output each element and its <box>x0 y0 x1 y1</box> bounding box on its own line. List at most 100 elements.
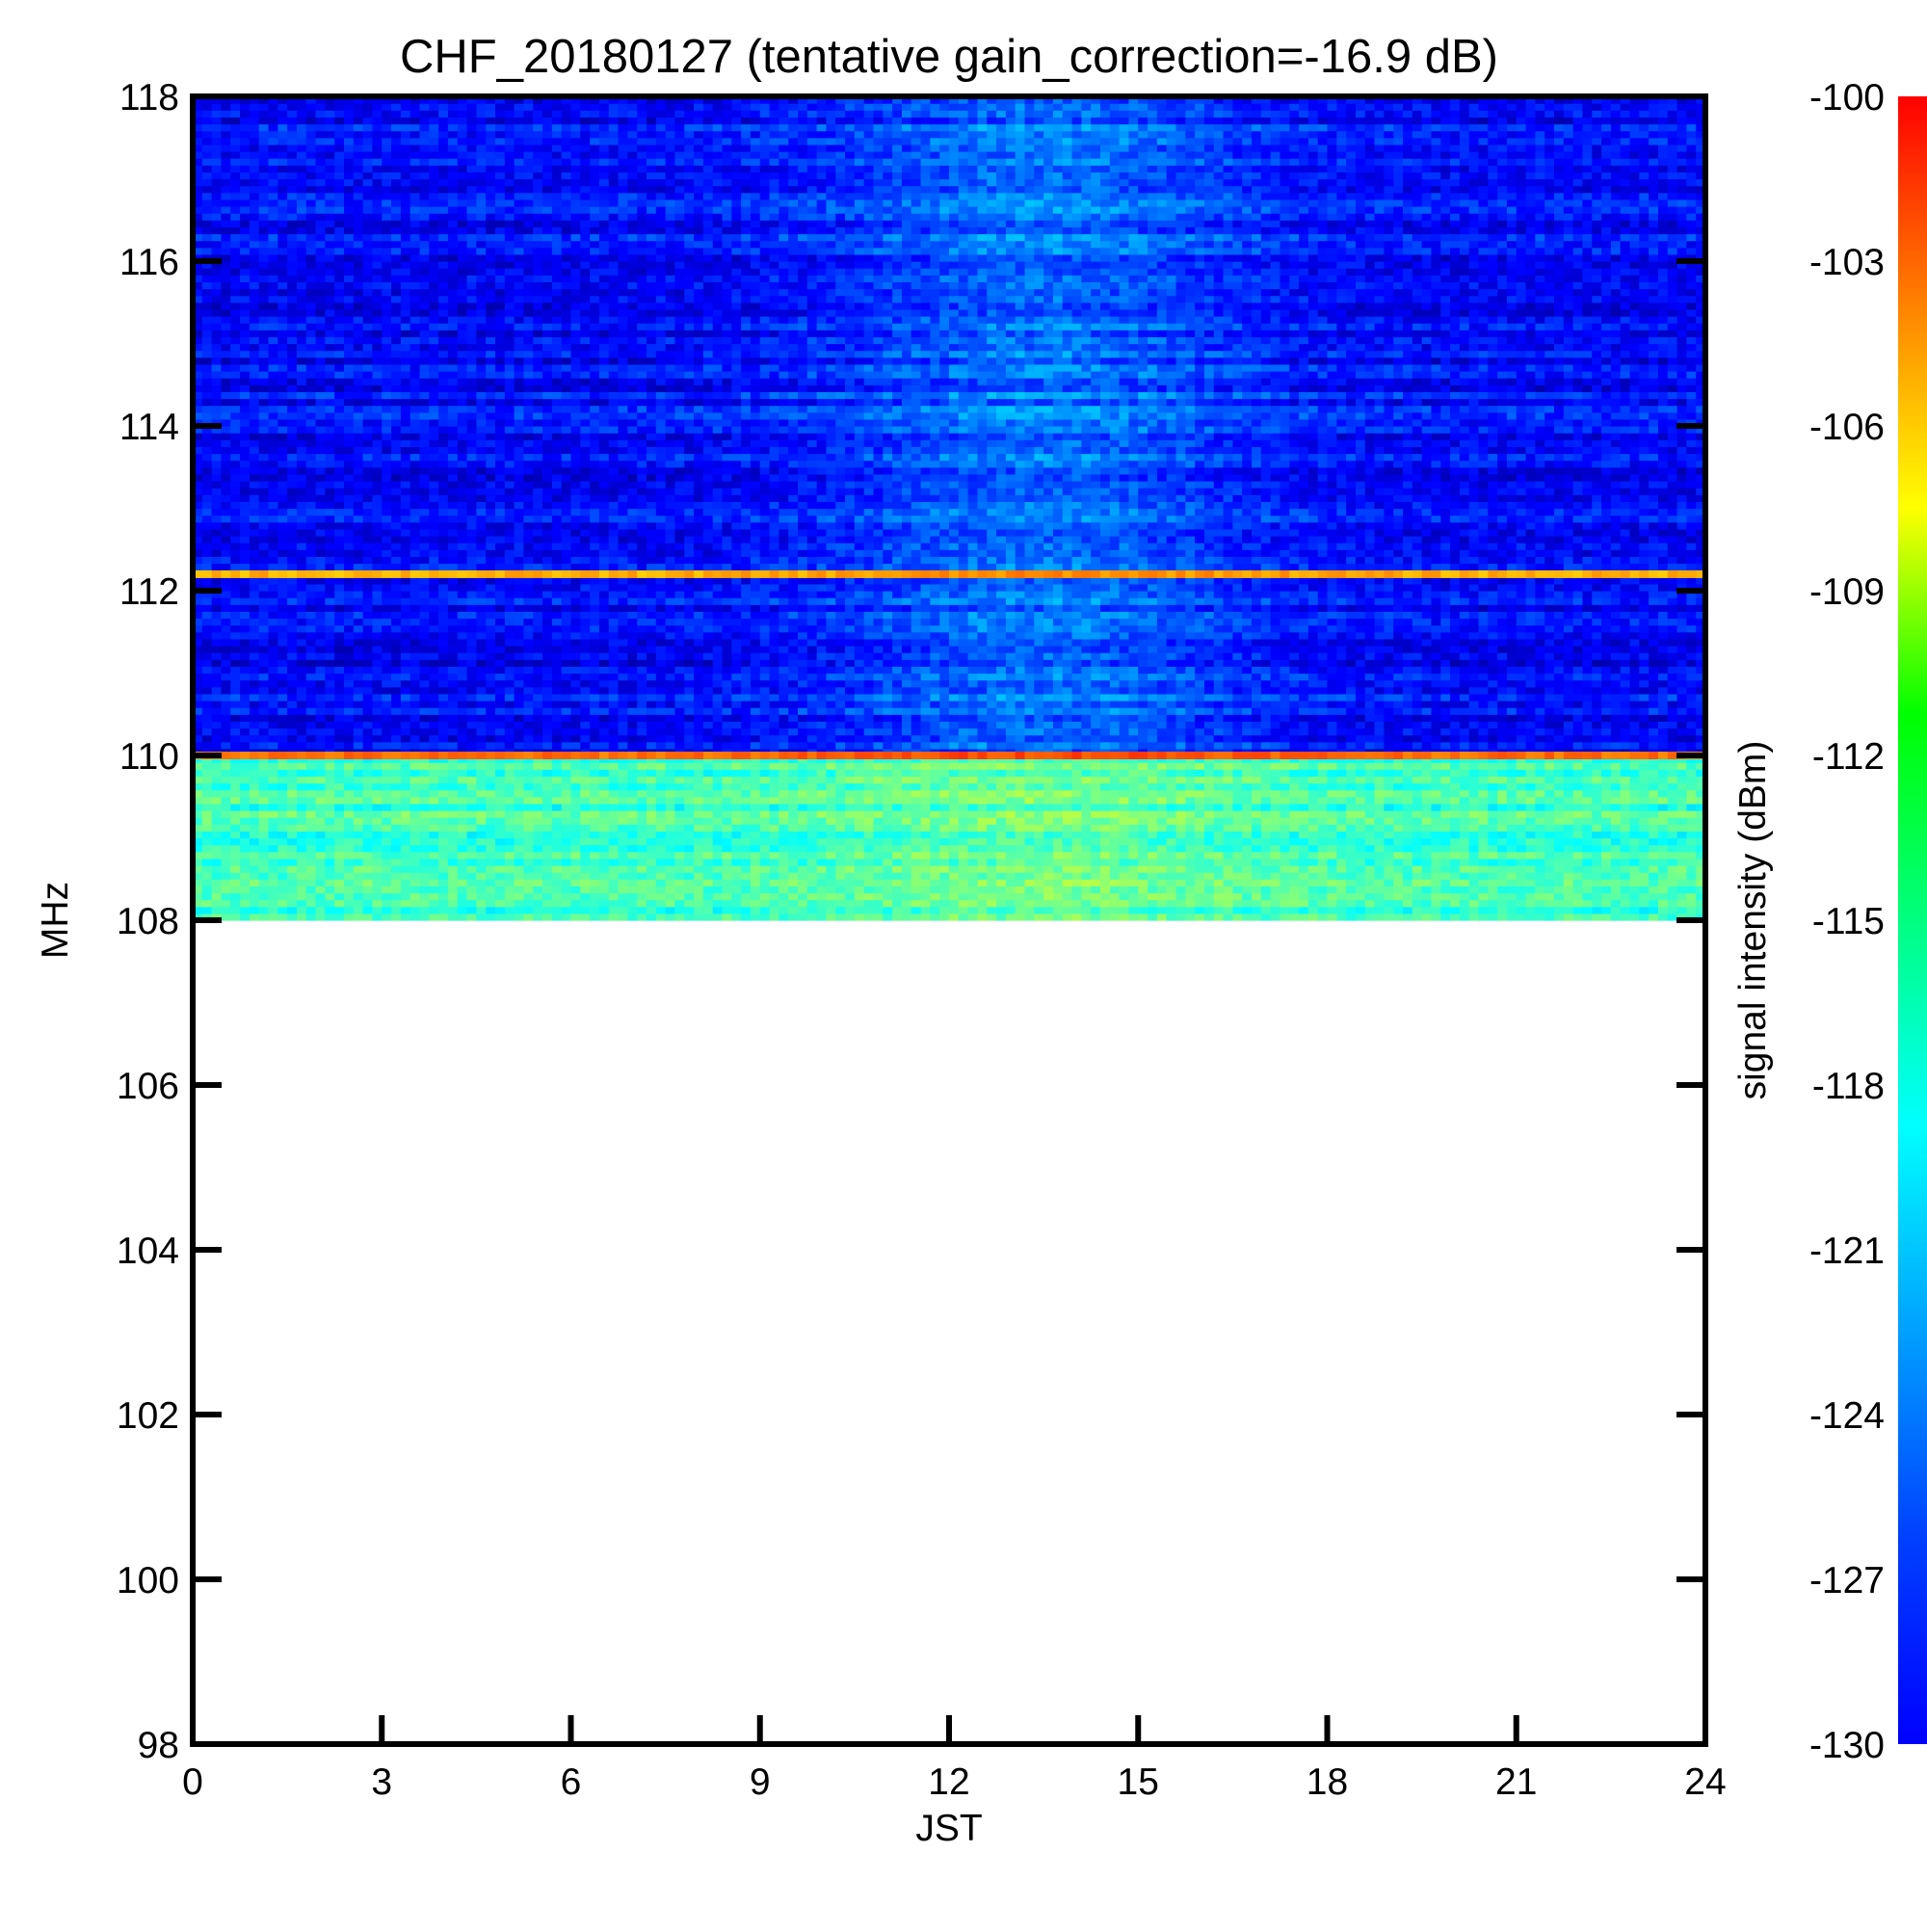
heatmap-cell <box>826 900 835 908</box>
heatmap-cell <box>438 893 448 901</box>
heatmap-cell <box>1611 838 1621 846</box>
heatmap-cell <box>1308 707 1318 715</box>
heatmap-cell <box>1204 893 1214 901</box>
heatmap-cell <box>212 859 222 866</box>
heatmap-cell <box>599 824 609 832</box>
heatmap-cell <box>1128 742 1138 750</box>
heatmap-cell <box>287 776 297 783</box>
heatmap-cell <box>627 859 637 866</box>
heatmap-cell <box>448 824 458 832</box>
heatmap-cell <box>1318 762 1328 770</box>
heatmap-cell <box>826 790 835 798</box>
heatmap-cell <box>1252 824 1261 832</box>
heatmap-cell <box>930 769 939 777</box>
heatmap-cell <box>476 879 486 887</box>
heatmap-cell <box>835 742 845 750</box>
heatmap-cell <box>1601 907 1611 914</box>
heatmap-cell <box>1526 831 1536 838</box>
heatmap-cell <box>1450 865 1460 873</box>
heatmap-cell <box>1526 790 1536 798</box>
heatmap-cell <box>1232 879 1242 887</box>
heatmap-cell <box>420 790 430 798</box>
heatmap-cell <box>987 735 996 743</box>
heatmap-cell <box>902 790 911 798</box>
heatmap-cell <box>1214 728 1224 736</box>
heatmap-cell <box>277 714 287 722</box>
heatmap-cell <box>911 907 921 914</box>
heatmap-cell <box>277 810 287 818</box>
heatmap-cell <box>1176 865 1186 873</box>
heatmap-cell <box>1043 721 1053 728</box>
heatmap-cell <box>883 845 892 853</box>
heatmap-cell <box>647 790 656 798</box>
heatmap-cell <box>1289 762 1299 770</box>
heatmap-cell <box>221 769 230 777</box>
heatmap-cell <box>731 790 741 798</box>
heatmap-cell <box>826 817 835 825</box>
heatmap-cell <box>1422 872 1432 880</box>
heatmap-cell <box>410 879 420 887</box>
heatmap-cell <box>1479 893 1489 901</box>
heatmap-cell <box>1582 845 1592 853</box>
heatmap-cell <box>1289 893 1299 901</box>
heatmap-cell <box>202 742 212 750</box>
heatmap-cell <box>458 913 467 921</box>
heatmap-cell <box>1195 817 1204 825</box>
heatmap-cell <box>1289 797 1299 805</box>
heatmap-cell <box>363 886 373 893</box>
heatmap-cell <box>230 728 240 736</box>
heatmap-cell <box>619 900 628 908</box>
heatmap-cell <box>230 721 240 728</box>
heatmap-cell <box>835 859 845 866</box>
heatmap-cell <box>1299 742 1308 750</box>
heatmap-cell <box>760 879 770 887</box>
heatmap-cell <box>1252 762 1261 770</box>
heatmap-cell <box>779 865 788 873</box>
heatmap-cell <box>287 852 297 860</box>
heatmap-cell <box>1148 707 1157 715</box>
heatmap-cell <box>1224 865 1233 873</box>
heatmap-cell <box>1649 797 1658 805</box>
heatmap-cell <box>627 865 637 873</box>
heatmap-cell <box>1686 804 1696 811</box>
heatmap-cell <box>1025 762 1035 770</box>
heatmap-cell <box>1601 776 1611 783</box>
heatmap-cell <box>562 872 571 880</box>
heatmap-cell <box>562 742 571 750</box>
heatmap-cell <box>1544 810 1554 818</box>
heatmap-cell <box>930 817 939 825</box>
heatmap-cell <box>1375 804 1385 811</box>
heatmap-cell <box>448 907 458 914</box>
heatmap-cell <box>1157 790 1167 798</box>
heatmap-cell <box>788 790 798 798</box>
heatmap-cell <box>1025 872 1035 880</box>
heatmap-cell <box>420 907 430 914</box>
heatmap-cell <box>542 714 552 722</box>
heatmap-cell <box>674 886 684 893</box>
heatmap-cell <box>363 913 373 921</box>
heatmap-cell <box>921 886 931 893</box>
heatmap-cell <box>1592 845 1601 853</box>
heatmap-cell <box>505 783 515 791</box>
heatmap-cell <box>1412 900 1422 908</box>
heatmap-cell <box>354 893 363 901</box>
heatmap-cell <box>372 838 382 846</box>
heatmap-cell <box>807 900 817 908</box>
heatmap-cell <box>562 783 571 791</box>
heatmap-cell <box>1224 817 1233 825</box>
heatmap-cell <box>316 721 326 728</box>
heatmap-cell <box>1375 838 1385 846</box>
heatmap-cell <box>1677 728 1687 736</box>
heatmap-cell <box>429 776 438 783</box>
heatmap-cell <box>259 838 269 846</box>
heatmap-cell <box>1592 886 1601 893</box>
heatmap-cell <box>627 872 637 880</box>
heatmap-cell <box>760 838 770 846</box>
heatmap-cell <box>297 872 306 880</box>
heatmap-cell <box>1649 762 1658 770</box>
heatmap-cell <box>1120 900 1129 908</box>
heatmap-cell <box>269 728 278 736</box>
heatmap-cell <box>1157 859 1167 866</box>
heatmap-cell <box>921 900 931 908</box>
heatmap-cell <box>438 879 448 887</box>
